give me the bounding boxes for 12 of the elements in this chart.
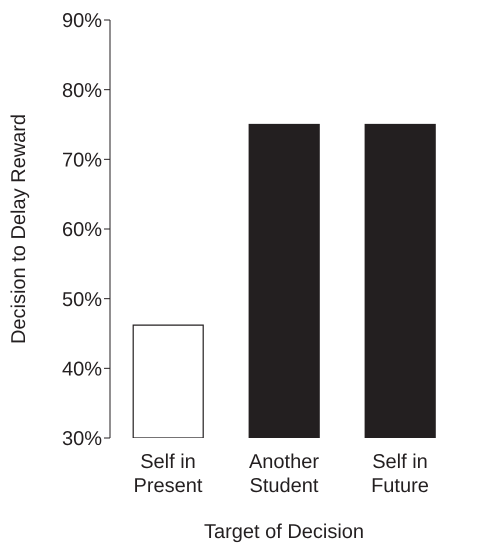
y-tick-label: 50% — [62, 288, 102, 311]
x-tick-label: Self in Future — [371, 451, 429, 497]
y-tick-label: 60% — [62, 219, 102, 242]
y-axis-title: Decision to Delay Reward — [8, 114, 30, 344]
y-tick-label: 40% — [62, 358, 102, 380]
x-tick-label: Another Student — [248, 451, 320, 497]
x-axis-title: Target of Decision — [204, 521, 364, 543]
y-tick-label: 80% — [62, 80, 102, 102]
y-tick-label: 90% — [62, 10, 102, 32]
y-tick-label: 30% — [62, 428, 102, 450]
x-tick-label: Self in Present — [134, 451, 203, 497]
y-tick-label: 70% — [62, 149, 102, 172]
